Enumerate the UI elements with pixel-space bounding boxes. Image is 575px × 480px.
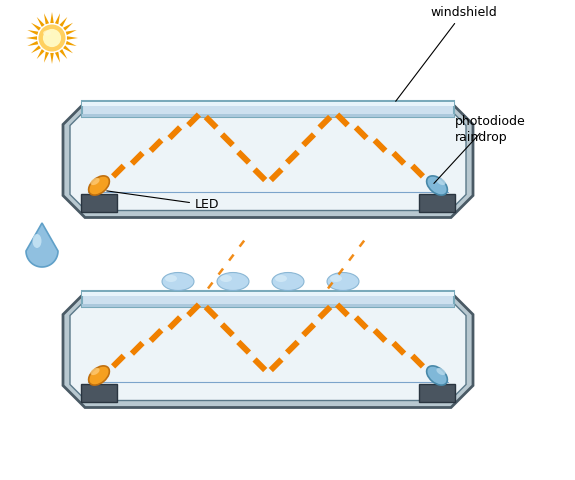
FancyBboxPatch shape: [82, 100, 454, 117]
Polygon shape: [66, 30, 76, 35]
Polygon shape: [269, 357, 283, 372]
Polygon shape: [220, 323, 235, 337]
Polygon shape: [392, 151, 406, 166]
Polygon shape: [410, 164, 425, 179]
Circle shape: [39, 24, 66, 51]
Polygon shape: [335, 302, 350, 317]
Polygon shape: [63, 292, 473, 408]
Polygon shape: [50, 12, 54, 23]
Polygon shape: [301, 323, 316, 337]
Ellipse shape: [427, 176, 447, 195]
Polygon shape: [59, 17, 67, 27]
Ellipse shape: [436, 368, 446, 375]
Polygon shape: [186, 112, 201, 127]
Polygon shape: [44, 52, 49, 63]
Ellipse shape: [165, 275, 177, 282]
Polygon shape: [373, 328, 388, 343]
Polygon shape: [50, 53, 54, 64]
Polygon shape: [204, 115, 218, 130]
Polygon shape: [335, 112, 350, 127]
Ellipse shape: [90, 178, 99, 185]
Polygon shape: [301, 132, 316, 147]
Polygon shape: [236, 150, 251, 165]
Polygon shape: [220, 132, 235, 147]
Polygon shape: [285, 340, 300, 355]
FancyBboxPatch shape: [82, 290, 454, 307]
Polygon shape: [130, 151, 145, 166]
Polygon shape: [27, 41, 39, 46]
FancyBboxPatch shape: [82, 303, 454, 307]
Polygon shape: [55, 13, 60, 24]
Polygon shape: [410, 354, 425, 369]
Ellipse shape: [43, 30, 51, 36]
Ellipse shape: [89, 176, 109, 195]
Ellipse shape: [436, 178, 446, 185]
Ellipse shape: [220, 275, 232, 282]
FancyBboxPatch shape: [82, 291, 454, 296]
Circle shape: [43, 29, 61, 47]
Polygon shape: [66, 41, 76, 46]
Ellipse shape: [427, 366, 447, 385]
FancyBboxPatch shape: [82, 101, 454, 106]
Polygon shape: [26, 36, 37, 40]
Polygon shape: [236, 340, 251, 355]
Polygon shape: [252, 168, 267, 182]
Polygon shape: [31, 23, 41, 31]
Ellipse shape: [275, 275, 287, 282]
FancyBboxPatch shape: [82, 113, 454, 117]
Polygon shape: [111, 354, 126, 369]
Ellipse shape: [330, 275, 342, 282]
FancyBboxPatch shape: [81, 384, 117, 401]
Polygon shape: [317, 115, 332, 130]
Polygon shape: [354, 125, 369, 140]
Polygon shape: [167, 125, 182, 140]
Ellipse shape: [90, 368, 99, 375]
Polygon shape: [167, 315, 182, 330]
Polygon shape: [44, 13, 49, 24]
Polygon shape: [63, 103, 473, 217]
Ellipse shape: [327, 273, 359, 290]
Ellipse shape: [162, 273, 194, 290]
Polygon shape: [269, 168, 283, 182]
Polygon shape: [317, 305, 332, 320]
Polygon shape: [55, 52, 60, 63]
Polygon shape: [148, 328, 163, 343]
Ellipse shape: [33, 234, 41, 248]
Polygon shape: [70, 109, 466, 211]
Polygon shape: [354, 315, 369, 330]
Polygon shape: [111, 164, 126, 179]
Polygon shape: [63, 23, 73, 31]
Polygon shape: [31, 46, 41, 53]
FancyBboxPatch shape: [419, 384, 455, 401]
Polygon shape: [59, 49, 67, 59]
Polygon shape: [67, 36, 78, 40]
Text: LED: LED: [107, 191, 220, 212]
FancyBboxPatch shape: [419, 193, 455, 212]
Ellipse shape: [217, 273, 249, 290]
Polygon shape: [70, 300, 466, 400]
Polygon shape: [148, 138, 163, 153]
Polygon shape: [392, 341, 406, 356]
Text: windshield: windshield: [396, 5, 497, 101]
FancyBboxPatch shape: [81, 193, 117, 212]
Polygon shape: [26, 223, 58, 267]
Polygon shape: [373, 138, 388, 153]
Polygon shape: [37, 17, 45, 27]
Polygon shape: [186, 302, 201, 317]
Polygon shape: [37, 49, 45, 59]
Polygon shape: [252, 357, 267, 372]
Polygon shape: [285, 150, 300, 165]
Polygon shape: [63, 46, 73, 53]
Text: raindrop: raindrop: [455, 132, 508, 144]
Ellipse shape: [272, 273, 304, 290]
Ellipse shape: [89, 366, 109, 385]
Polygon shape: [27, 30, 39, 35]
Text: photodiode: photodiode: [434, 116, 526, 183]
Polygon shape: [130, 341, 145, 356]
Polygon shape: [204, 305, 218, 320]
